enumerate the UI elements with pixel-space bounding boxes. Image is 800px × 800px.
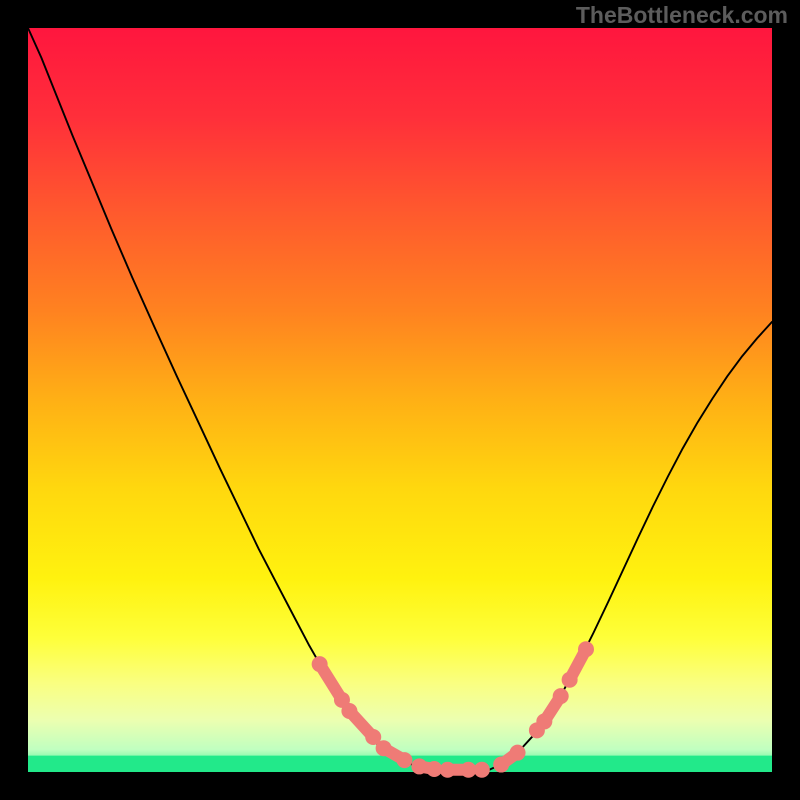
- marker-dot: [396, 752, 412, 768]
- plot-svg: [0, 0, 800, 800]
- marker-dot: [510, 745, 526, 761]
- marker-dot: [553, 688, 569, 704]
- marker-dot: [411, 758, 427, 774]
- marker-dot: [536, 713, 552, 729]
- watermark-text: TheBottleneck.com: [576, 2, 788, 29]
- marker-dot: [474, 762, 490, 778]
- marker-dot: [578, 641, 594, 657]
- canvas: TheBottleneck.com: [0, 0, 800, 800]
- marker-dot: [562, 672, 578, 688]
- marker-dot: [341, 703, 357, 719]
- marker-dot: [376, 740, 392, 756]
- marker-dot: [493, 757, 509, 773]
- marker-dot: [312, 656, 328, 672]
- marker-dot: [440, 762, 456, 778]
- plot-background: [28, 28, 772, 772]
